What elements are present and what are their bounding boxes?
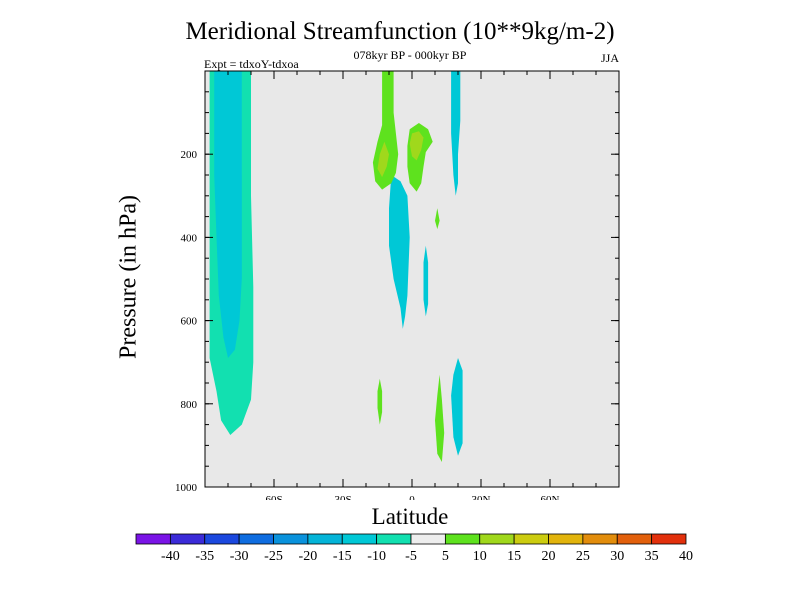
colorbar-swatch <box>479 533 515 545</box>
colorbar-swatch <box>169 533 206 545</box>
colorbar-swatch <box>238 533 274 545</box>
contour-regions <box>209 71 463 462</box>
axes: 60S 30S 0 30N 60N 200 400 600 800 1000 <box>175 71 619 500</box>
x-tick-label: 60S <box>265 494 282 500</box>
contour-region-9 <box>377 378 383 425</box>
chart-title: Meridional Streamfunction (10**9kg/m-2) <box>185 18 615 45</box>
season-label: JJA <box>600 51 619 65</box>
period-label: 078kyr BP - 000kyr BP <box>353 48 467 62</box>
x-tick-label: 30S <box>334 494 351 500</box>
colorbar-swatch <box>582 533 618 545</box>
y-tick-label: 600 <box>181 316 198 328</box>
colorbar-label: 20 <box>542 549 556 564</box>
colorbar-label: 5 <box>442 549 449 564</box>
colorbar-label: -20 <box>299 549 318 564</box>
y-tick-label: 400 <box>181 232 198 244</box>
colorbar-label: -40 <box>161 549 180 564</box>
contour-region-1 <box>214 71 242 358</box>
colorbar-swatch <box>135 533 171 545</box>
colorbar-label: 15 <box>507 549 521 564</box>
contour-region-2 <box>389 175 410 329</box>
colorbar-swatch <box>341 533 378 545</box>
contour-plot: 60S 30S 0 30N 60N 200 400 600 800 1000 <box>175 70 620 500</box>
colorbar-label: 30 <box>610 549 624 564</box>
colorbar-label: 10 <box>473 549 487 564</box>
colorbar-label: -25 <box>264 549 283 564</box>
colorbar-label: -35 <box>195 549 214 564</box>
colorbar-swatch <box>651 533 687 545</box>
y-tick-label: 200 <box>181 149 198 161</box>
colorbar-label: 40 <box>679 549 693 564</box>
experiment-label: Expt = tdxoY-tdxoa <box>204 57 299 71</box>
contour-region-11 <box>377 141 389 178</box>
colorbar-label: -5 <box>405 549 417 564</box>
colorbar-swatch <box>410 533 446 545</box>
y-tick-label: 800 <box>181 399 198 411</box>
contour-region-10 <box>435 374 445 462</box>
x-tick-label: 30N <box>472 494 491 500</box>
y-tick-label: 1000 <box>175 482 198 494</box>
colorbar-swatch <box>307 533 343 545</box>
colorbar-swatch <box>616 533 653 545</box>
colorbar-swatch <box>273 533 309 545</box>
colorbar-swatch <box>204 533 240 545</box>
x-tick-label: 60N <box>541 494 560 500</box>
x-axis-label: Latitude <box>371 504 449 529</box>
colorbar-label: -10 <box>367 549 386 564</box>
colorbar-label: 35 <box>645 549 659 564</box>
colorbar-swatch <box>444 533 481 545</box>
contour-region-3 <box>451 71 461 196</box>
contour-region-8 <box>435 208 440 230</box>
colorbar-label: -30 <box>230 549 249 564</box>
colorbar-swatch <box>513 533 549 545</box>
contour-region-12 <box>409 131 424 161</box>
colorbar-label: -15 <box>333 549 352 564</box>
colorbar-swatch <box>548 533 584 545</box>
contour-region-5 <box>451 358 463 456</box>
colorbar-label: 25 <box>576 549 590 564</box>
contour-region-4 <box>423 245 429 317</box>
colorbar-swatch <box>376 533 412 545</box>
x-tick-label: 0 <box>409 494 415 500</box>
